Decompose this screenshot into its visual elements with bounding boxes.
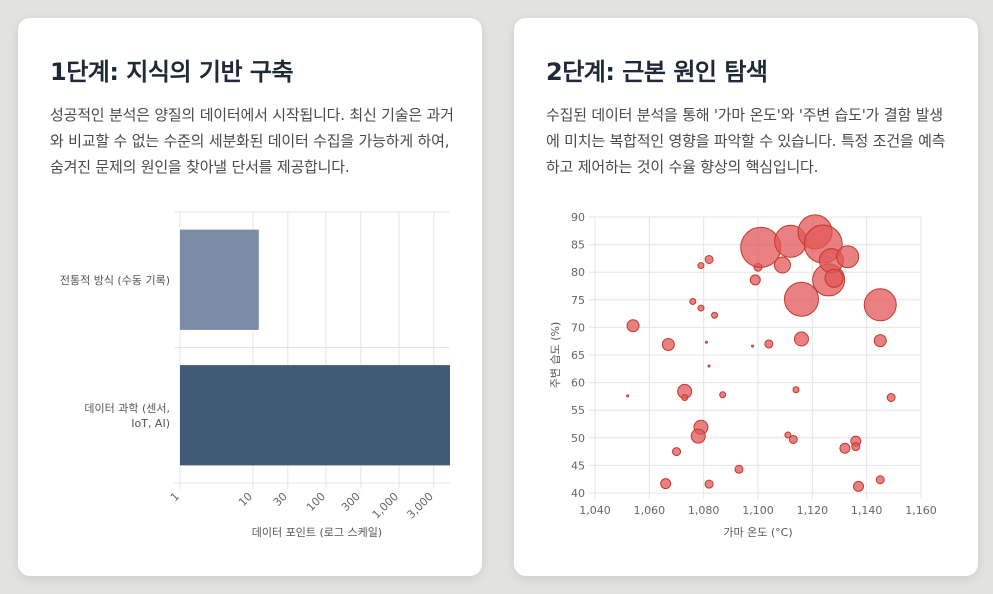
data-point — [839, 442, 851, 454]
card-description: 수집된 데이터 분석을 통해 '가마 온도'와 '주변 습도'가 결함 발생에 … — [546, 106, 946, 176]
y-axis-label: 주변 습도 (%) — [549, 322, 562, 389]
tick-label: 300 — [339, 490, 363, 514]
tick-label: 1,000 — [370, 490, 401, 521]
y-tick-label: 90 — [571, 211, 585, 224]
data-point — [875, 475, 885, 485]
category-label: IoT, AI) — [131, 417, 170, 430]
y-tick-label: 80 — [571, 266, 585, 279]
data-point — [704, 340, 708, 344]
x-tick-label: 1,120 — [797, 504, 829, 517]
data-point — [751, 344, 755, 348]
y-tick-label: 50 — [571, 432, 585, 445]
knowledge-card: 1단계: 지식의 기반 구축 성공적인 분석은 양질의 데이터에서 시작됩니다.… — [18, 18, 482, 576]
x-axis-label: 가마 온도 (°C) — [723, 526, 792, 539]
tick-label: 10 — [236, 490, 255, 509]
card-description: 성공적인 분석은 양질의 데이터에서 시작됩니다. 최신 기술은 과거와 비교할… — [50, 106, 454, 176]
data-point — [773, 256, 791, 274]
bar — [180, 365, 450, 466]
y-tick-label: 70 — [571, 321, 585, 334]
tick-label: 100 — [304, 490, 328, 514]
card-title: 1단계: 지식의 기반 구축 — [50, 58, 294, 86]
data-point — [690, 428, 706, 444]
x-tick-label: 1,100 — [742, 504, 774, 517]
data-point — [626, 394, 630, 398]
data-point — [704, 479, 714, 489]
data-point — [793, 331, 809, 347]
data-point — [740, 226, 782, 268]
tick-label: 1 — [168, 490, 182, 504]
tick-label: 3,000 — [404, 490, 435, 521]
tick-label: 30 — [271, 490, 290, 509]
x-tick-label: 1,160 — [905, 504, 937, 517]
data-point — [784, 431, 792, 439]
data-point — [863, 288, 897, 322]
data-point — [886, 393, 896, 403]
data-point — [711, 311, 719, 319]
data-point — [873, 334, 887, 348]
bar — [180, 229, 259, 330]
data-point — [697, 262, 705, 270]
data-point — [836, 245, 860, 269]
data-point — [788, 434, 798, 444]
y-tick-label: 65 — [571, 349, 585, 362]
y-tick-label: 85 — [571, 239, 585, 252]
y-tick-label: 75 — [571, 294, 585, 307]
data-point — [719, 391, 727, 399]
data-point — [681, 394, 689, 402]
bubble-chart: 1,040 1,060 1,080 1,100 1,120 1,140 1,160 40 45 5… — [549, 211, 937, 539]
y-tick-label: 45 — [571, 459, 585, 472]
data-point — [824, 268, 844, 288]
card-title: 2단계: 근본 원인 탐색 — [546, 58, 768, 86]
data-point — [853, 480, 865, 492]
data-point — [783, 281, 819, 317]
data-point — [851, 442, 861, 452]
data-point — [792, 386, 800, 394]
x-tick-label: 1,040 — [579, 504, 611, 517]
x-tick-label: 1,080 — [688, 504, 720, 517]
y-tick-label: 40 — [571, 487, 585, 500]
root-cause-card: 2단계: 근본 원인 탐색 수집된 데이터 분석을 통해 '가마 온도'와 '주… — [514, 18, 978, 576]
y-tick-label: 55 — [571, 404, 585, 417]
data-point — [704, 255, 714, 265]
data-point — [689, 297, 697, 305]
data-point — [707, 364, 711, 368]
category-label: 데이터 과학 (센서, — [84, 402, 170, 415]
x-axis-label: 데이터 포인트 (로그 스케일) — [252, 525, 382, 539]
data-point — [764, 339, 774, 349]
y-tick-label: 60 — [571, 377, 585, 390]
data-point — [734, 464, 744, 474]
data-point — [672, 447, 681, 457]
data-point — [697, 304, 705, 312]
data-point — [749, 274, 761, 286]
category-label: 전통적 방식 (수동 기록) — [60, 274, 170, 287]
bar-chart: 전통적 방식 (수동 기록) 데이터 과학 (센서, IoT, AI) 1 10 30 10… — [60, 211, 450, 539]
x-tick-label: 1,140 — [851, 504, 883, 517]
data-point — [661, 338, 675, 352]
data-point — [660, 478, 672, 490]
data-point — [626, 319, 640, 333]
x-tick-label: 1,060 — [634, 504, 666, 517]
